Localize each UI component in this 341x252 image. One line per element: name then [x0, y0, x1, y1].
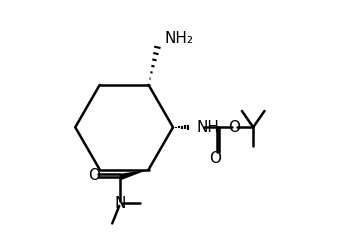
- Polygon shape: [119, 170, 149, 180]
- Text: O: O: [228, 120, 240, 135]
- Text: O: O: [210, 151, 222, 166]
- Text: NH₂: NH₂: [165, 31, 194, 46]
- Text: NH: NH: [197, 120, 220, 135]
- Text: N: N: [114, 196, 125, 211]
- Text: O: O: [88, 168, 100, 183]
